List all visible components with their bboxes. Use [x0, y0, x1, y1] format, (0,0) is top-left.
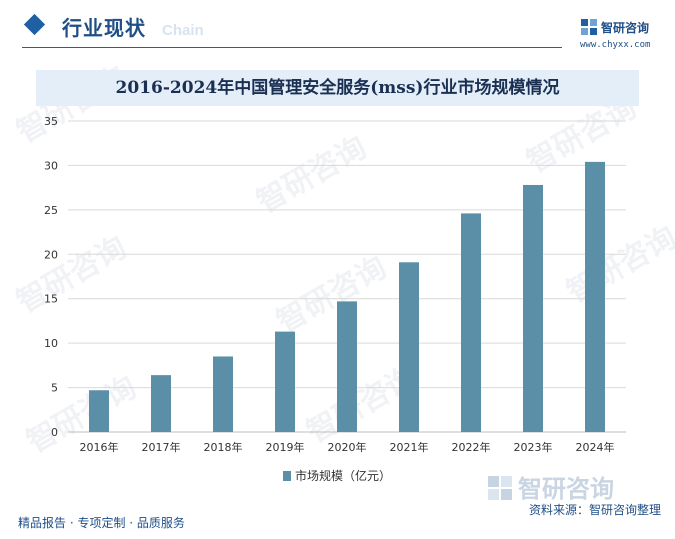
- x-tick-label: 2018年: [204, 440, 243, 454]
- bar: [151, 375, 171, 432]
- footer-slogan: 精品报告 · 专项定制 · 品质服务: [18, 516, 185, 530]
- footer-logo-text: 智研咨询: [518, 475, 614, 503]
- bar: [337, 301, 357, 432]
- y-tick-label: 10: [44, 337, 58, 350]
- x-tick-label: 2017年: [142, 440, 181, 454]
- y-tick-label: 0: [51, 426, 58, 439]
- brand: 智研咨询 www.chyxx.com: [580, 18, 670, 54]
- chart-title-band: 2016-2024年中国管理安全服务(mss)行业市场规模情况: [36, 70, 639, 106]
- brand-name: 智研咨询: [601, 21, 650, 35]
- bar: [275, 331, 295, 432]
- x-tick-label: 2019年: [266, 440, 305, 454]
- x-tick-label: 2016年: [80, 440, 119, 454]
- footer-logo-icon: [488, 476, 512, 500]
- x-tick-label: 2022年: [452, 440, 491, 454]
- bar: [213, 356, 233, 432]
- x-tick-label: 2020年: [328, 440, 367, 454]
- x-tick-label: 2023年: [514, 440, 553, 454]
- y-tick-label: 30: [44, 159, 58, 172]
- y-tick-label: 15: [44, 293, 58, 306]
- x-tick-label: 2021年: [390, 440, 429, 454]
- data-source: 资料来源：智研咨询整理: [528, 503, 661, 517]
- header-divider: [22, 47, 562, 48]
- bar: [461, 213, 481, 432]
- bar: [89, 390, 109, 432]
- legend-swatch: [283, 471, 291, 481]
- bar: [399, 262, 419, 432]
- brand-logo-icon: [581, 19, 597, 35]
- y-tick-label: 25: [44, 204, 58, 217]
- x-tick-label: 2024年: [576, 440, 615, 454]
- ghost-text: Chain: [162, 22, 204, 39]
- bar: [523, 184, 543, 432]
- brand-url: www.chyxx.com: [580, 40, 651, 50]
- legend-label: 市场规模（亿元）: [295, 468, 391, 483]
- bar: [585, 161, 605, 433]
- chart-title: 2016-2024年中国管理安全服务(mss)行业市场规模情况: [115, 78, 560, 98]
- y-tick-label: 20: [44, 248, 58, 261]
- section-title: 行业现状: [62, 16, 146, 40]
- y-tick-label: 5: [51, 382, 58, 395]
- header: 行业现状 Chain 智研咨询 www.chyxx.com: [0, 0, 675, 56]
- footer-logo: 智研咨询: [488, 475, 614, 503]
- y-tick-label: 35: [44, 115, 58, 128]
